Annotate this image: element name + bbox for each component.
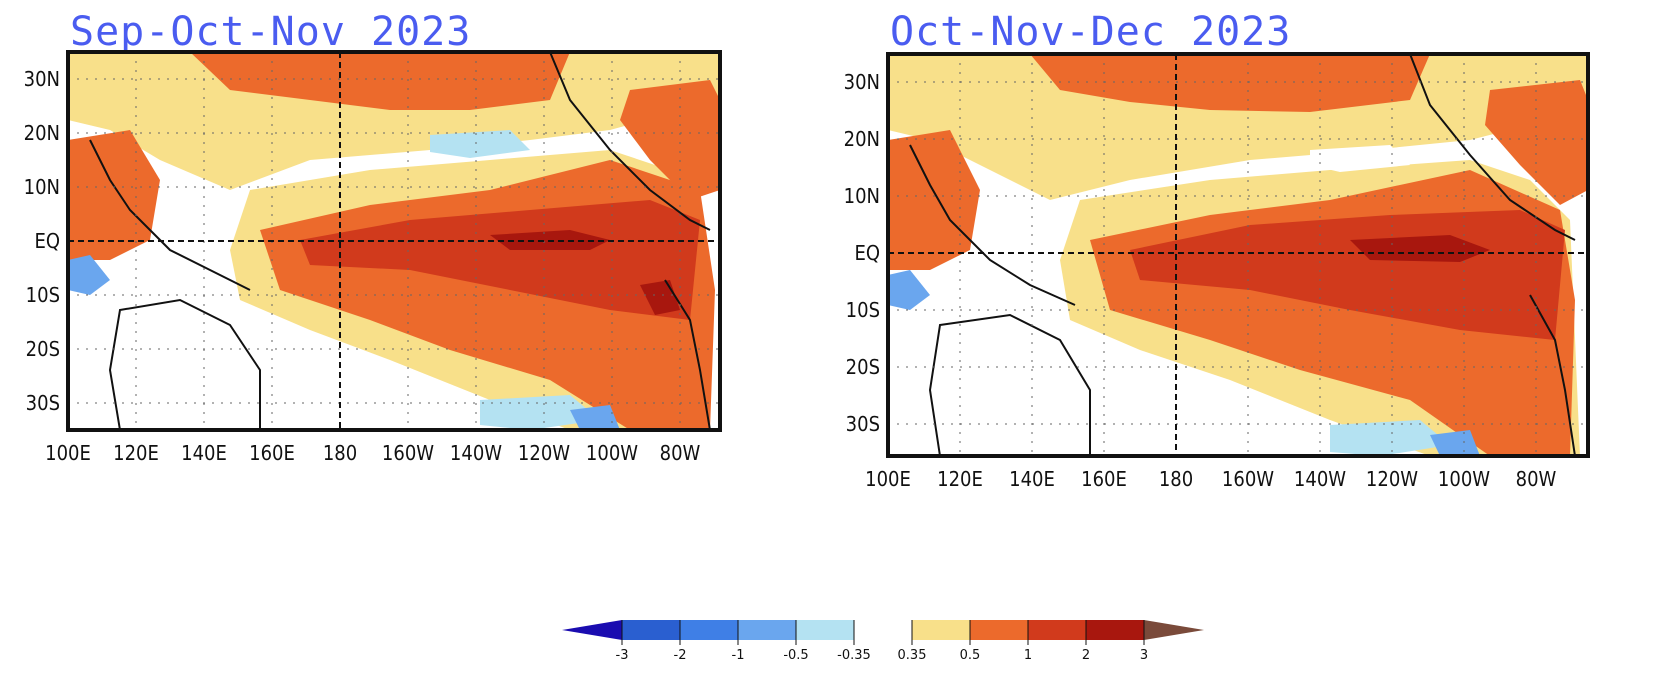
lon-label: 140E	[1009, 467, 1055, 491]
lon-label: 120W	[1366, 467, 1418, 491]
colorbar-label: -0.5	[783, 648, 808, 663]
lon-label: 100E	[865, 467, 911, 491]
colorbar-label: -1	[732, 648, 745, 663]
lon-label: 120W	[518, 441, 570, 465]
reference-lines-2	[888, 54, 1588, 456]
colorbar-segment	[738, 620, 796, 640]
lon-label: 180	[323, 441, 357, 465]
colorbar-segment	[680, 620, 738, 640]
colorbar-label: -3	[616, 648, 629, 663]
lat-label: 30S	[846, 412, 880, 436]
colorbar-segment	[854, 620, 912, 640]
lat-label: 30S	[26, 391, 60, 415]
sst-anomaly-field-2	[888, 54, 1588, 456]
lon-label: 120E	[937, 467, 983, 491]
lat-label: 20N	[844, 127, 880, 151]
map-panel-1: 30N 20N 10N EQ 10S 20S 30S 100E 120E 140…	[24, 50, 722, 465]
lon-tick-labels-1: 100E 120E 140E 160E 180 160W 140W 120W 1…	[45, 441, 700, 465]
map-frame-2	[886, 52, 1590, 458]
lat-label: 20N	[24, 121, 60, 145]
colorbar-segment	[796, 620, 854, 640]
panel-title-1: Sep-Oct-Nov 2023	[70, 9, 472, 55]
colorbar-label: 3	[1140, 648, 1148, 663]
colorbar-segment	[1028, 620, 1086, 640]
lat-label: 10N	[24, 175, 60, 199]
lat-label: 10S	[846, 298, 880, 322]
lon-label: 100E	[45, 441, 91, 465]
colorbar-segment	[912, 620, 970, 640]
lon-label: 160E	[249, 441, 295, 465]
lon-label: 120E	[113, 441, 159, 465]
lat-label: 10N	[844, 184, 880, 208]
lat-label: 10S	[26, 283, 60, 307]
lon-label: 80W	[1516, 467, 1557, 491]
lon-label: 80W	[660, 441, 701, 465]
lon-label: 140W	[450, 441, 502, 465]
lon-label: 160E	[1081, 467, 1127, 491]
colorbar-over-arrow	[1144, 620, 1204, 640]
lat-label: 30N	[24, 67, 60, 91]
lat-tick-labels-1: 30N 20N 10N EQ 10S 20S 30S	[24, 67, 60, 415]
colorbar-segment	[622, 620, 680, 640]
map-frame-1	[66, 50, 722, 432]
grid-lines-2	[888, 54, 1588, 456]
colorbar-label: 0.5	[960, 648, 981, 663]
lat-label: 20S	[846, 355, 880, 379]
lon-tick-labels-2: 100E 120E 140E 160E 180 160W 140W 120W 1…	[865, 467, 1556, 491]
lon-label: 180	[1159, 467, 1193, 491]
colorbar-label: 0.35	[898, 648, 927, 663]
colorbar-segment	[970, 620, 1028, 640]
colorbar-label: 1	[1024, 648, 1032, 663]
colorbar-labels: -3 -2 -1 -0.5 -0.35 0.35 0.5 1 2 3	[616, 648, 1149, 663]
colorbar-label: -2	[674, 648, 687, 663]
panel-title-2: Oct-Nov-Dec 2023	[890, 9, 1292, 55]
lat-tick-labels-2: 30N 20N 10N EQ 10S 20S 30S	[844, 70, 880, 436]
colorbar-segment	[1086, 620, 1144, 640]
colorbar-under-arrow	[562, 620, 622, 640]
colorbar-label: -0.35	[837, 648, 871, 663]
lon-label: 160W	[1222, 467, 1274, 491]
map-panel-2: 30N 20N 10N EQ 10S 20S 30S 100E 120E 140…	[844, 52, 1590, 491]
lat-label: EQ	[34, 229, 60, 253]
colorbar: -3 -2 -1 -0.5 -0.35 0.35 0.5 1 2 3	[562, 620, 1204, 663]
reference-lines-1	[68, 52, 720, 430]
lon-label: 100W	[1438, 467, 1490, 491]
lon-label: 140E	[181, 441, 227, 465]
lon-label: 140W	[1294, 467, 1346, 491]
lon-label: 100W	[586, 441, 638, 465]
lat-label: EQ	[854, 241, 880, 265]
lat-label: 20S	[26, 337, 60, 361]
lat-label: 30N	[844, 70, 880, 94]
lon-label: 160W	[382, 441, 434, 465]
colorbar-label: 2	[1082, 648, 1090, 663]
